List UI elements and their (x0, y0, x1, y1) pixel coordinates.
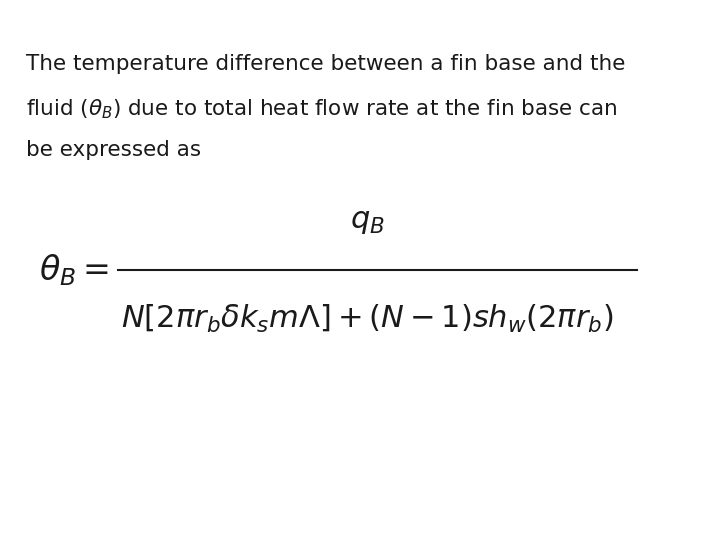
Text: $q_B$: $q_B$ (350, 207, 385, 236)
Text: The temperature difference between a fin base and the: The temperature difference between a fin… (26, 54, 626, 74)
Text: $\theta_B =\ $: $\theta_B =\ $ (40, 252, 109, 288)
Text: be expressed as: be expressed as (26, 140, 202, 160)
Text: fluid ($\theta_B$) due to total heat flow rate at the fin base can: fluid ($\theta_B$) due to total heat flo… (26, 97, 618, 121)
Text: $N[2\pi r_b\delta k_s m\Lambda] + (N-1)sh_w(2\pi r_b)$: $N[2\pi r_b\delta k_s m\Lambda] + (N-1)s… (121, 302, 613, 335)
